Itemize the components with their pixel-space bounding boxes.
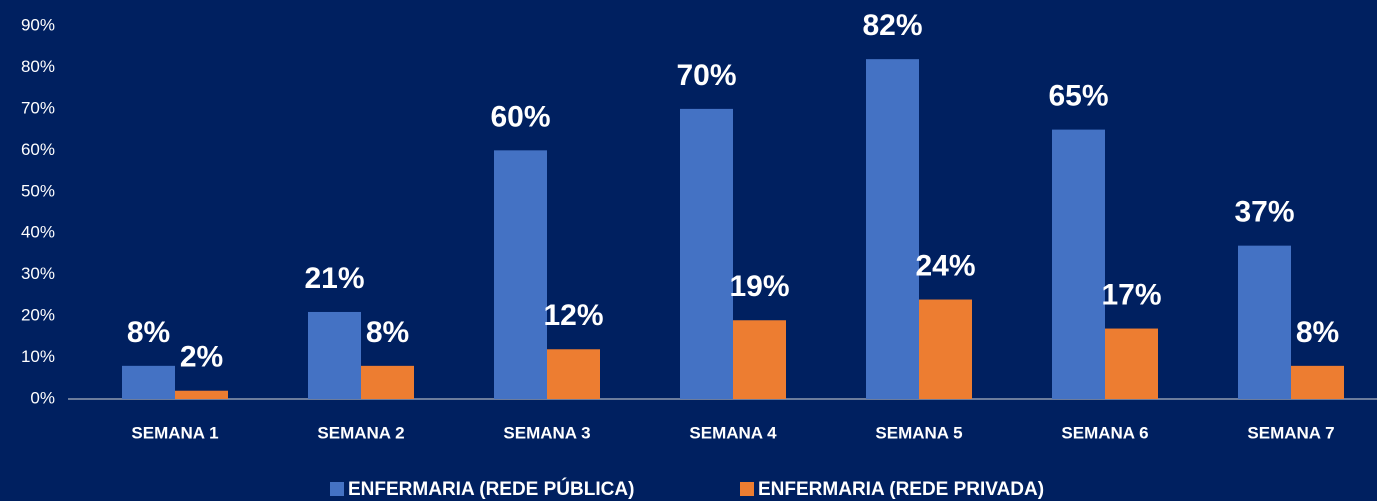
data-label: 2% [180, 341, 223, 374]
bar [680, 108, 733, 399]
data-label: 21% [304, 262, 364, 295]
x-tick-label: SEMANA 2 [317, 423, 404, 442]
y-tick-label: 60% [21, 140, 55, 159]
data-label: 17% [1101, 278, 1161, 311]
data-label: 8% [1296, 316, 1339, 349]
data-label: 19% [729, 270, 789, 303]
bar [1291, 365, 1344, 399]
x-tick-label: SEMANA 4 [689, 423, 777, 442]
data-label: 12% [543, 299, 603, 332]
y-tick-label: 0% [30, 388, 55, 407]
data-label: 82% [862, 9, 922, 42]
bar [308, 311, 361, 399]
x-tick-label: SEMANA 3 [503, 423, 590, 442]
bar [547, 349, 600, 399]
y-tick-label: 90% [21, 15, 55, 34]
legend-swatch [740, 482, 754, 496]
x-tick-label: SEMANA 5 [875, 423, 962, 442]
bar [1052, 129, 1105, 399]
data-label: 65% [1048, 80, 1108, 113]
legend-label: ENFERMARIA (REDE PÚBLICA) [348, 478, 634, 500]
data-label: 24% [915, 249, 975, 282]
data-label: 60% [490, 100, 550, 133]
y-tick-label: 70% [21, 98, 55, 117]
bar [361, 365, 414, 399]
data-label: 70% [676, 59, 736, 92]
legend-swatch [330, 482, 344, 496]
x-tick-label: SEMANA 7 [1247, 423, 1334, 442]
data-label: 37% [1234, 196, 1294, 229]
x-tick-label: SEMANA 6 [1061, 423, 1148, 442]
bar [733, 320, 786, 399]
bar [866, 59, 919, 400]
x-tick-label: SEMANA 1 [131, 423, 218, 442]
y-tick-label: 20% [21, 306, 55, 325]
legend-label: ENFERMARIA (REDE PRIVADA) [758, 479, 1044, 500]
y-tick-label: 50% [21, 181, 55, 200]
bar [1105, 328, 1158, 399]
data-label: 8% [366, 316, 409, 349]
bar [1238, 245, 1291, 399]
bar [494, 150, 547, 399]
y-tick-label: 30% [21, 264, 55, 283]
y-tick-label: 80% [21, 57, 55, 76]
bar [175, 390, 228, 399]
bar [122, 365, 175, 399]
data-label: 8% [127, 316, 170, 349]
bar [919, 299, 972, 399]
y-tick-label: 40% [21, 223, 55, 242]
y-tick-label: 10% [21, 347, 55, 366]
